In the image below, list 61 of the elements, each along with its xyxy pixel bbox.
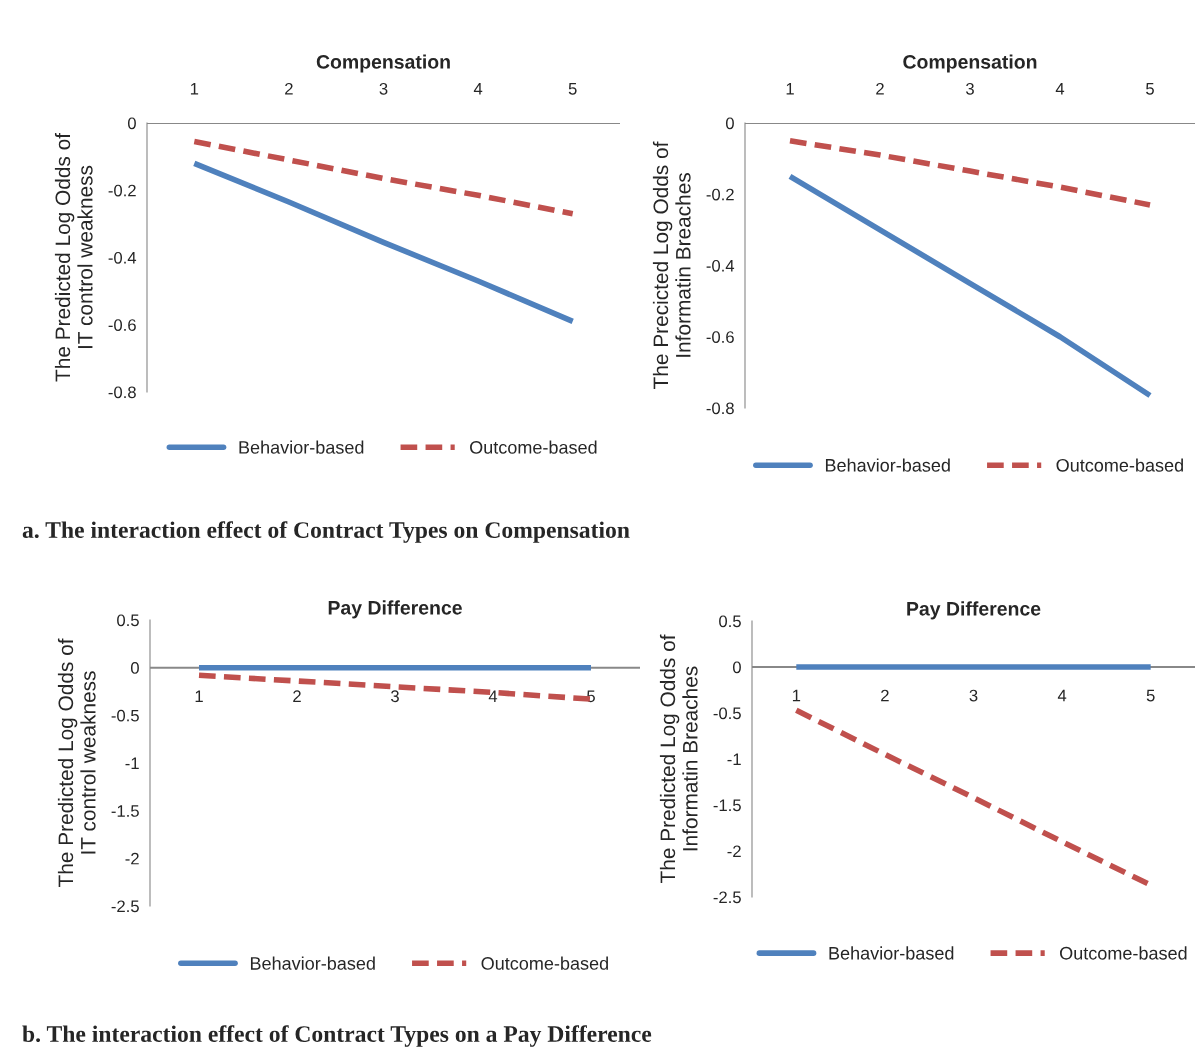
y-tick-label: -1	[125, 757, 139, 770]
y-tick-label: -1.5	[713, 799, 741, 812]
y-tick-label: -2.5	[111, 900, 139, 913]
x-tick-label: 1	[190, 83, 199, 95]
x-tick-label: 3	[969, 689, 978, 702]
legend-label: Outcome-based	[481, 956, 608, 970]
x-tick-label: 4	[1055, 83, 1065, 95]
y-tick-label: -0.6	[108, 319, 136, 331]
y-tick-label: 0.5	[117, 614, 139, 627]
y-tick-label: -2	[727, 845, 741, 858]
chart-title: Pay Difference	[907, 601, 1041, 620]
x-tick-label: 4	[473, 83, 483, 95]
y-tick-label: -0.8	[706, 402, 734, 415]
x-tick-label: 2	[876, 82, 884, 95]
y-tick-label: -0.2	[706, 188, 734, 201]
legend-label: Behavior-based	[250, 956, 375, 970]
y-tick-label: -0.4	[706, 259, 735, 272]
x-tick-label: 5	[568, 83, 577, 95]
y-tick-label: -1.5	[111, 805, 139, 817]
x-tick-label: 1	[195, 690, 203, 702]
y-axis-title: The Precicted Log Odds of Informatin Breaches	[652, 141, 691, 389]
x-axis-title: Compensation	[903, 54, 1037, 73]
y-tick-label: 0	[732, 661, 741, 674]
x-tick-label: 2	[881, 689, 889, 702]
y-tick-label: -0.8	[108, 386, 136, 399]
y-tick-label: 0.5	[719, 615, 741, 628]
y-tick-label: 0	[127, 117, 136, 130]
x-tick-label: 1	[786, 83, 794, 95]
x-tick-label: 2	[285, 82, 293, 95]
y-tick-label: 0	[130, 662, 139, 674]
x-tick-label: 5	[1146, 83, 1154, 95]
legend-label: Behavior-based	[829, 946, 954, 960]
text: a. The interaction effect of Contract Types on Compensation	[22, 521, 630, 543]
x-tick-label: 3	[391, 690, 399, 703]
chart-title: Pay Difference	[328, 600, 462, 619]
x-tick-label: 3	[379, 82, 388, 95]
x-axis-title: Compensation	[316, 54, 450, 73]
x-tick-label: 4	[1057, 689, 1067, 702]
y-axis-title: The Predicted Log Odds of IT control weakness	[57, 638, 96, 888]
y-tick-label: -0.4	[108, 251, 137, 264]
y-tick-label: -0.6	[706, 331, 734, 343]
x-tick-label: 2	[293, 690, 301, 702]
text: b. The interaction effect of Contract Types on a Pay Difference	[22, 1025, 652, 1047]
y-tick-label: -2	[125, 852, 139, 865]
y-tick-label: -2.5	[713, 891, 741, 904]
legend-label: Outcome-based	[1056, 458, 1183, 472]
x-tick-label: 1	[792, 689, 801, 702]
y-tick-label: 0	[725, 117, 734, 130]
legend-label: Behavior-based	[825, 458, 950, 472]
y-tick-label: -0.2	[108, 184, 136, 197]
y-axis-title: The Predicted Log Odds of IT control weakness	[54, 132, 93, 382]
x-tick-label: 5	[1146, 689, 1155, 702]
y-axis-title: The Predicted Log Odds of Informatin Breaches	[659, 634, 698, 884]
legend-label: Outcome-based	[470, 440, 597, 454]
legend-label: Outcome-based	[1060, 946, 1187, 960]
y-tick-label: -0.5	[713, 707, 741, 720]
x-tick-label: 4	[488, 690, 498, 702]
y-tick-label: -0.5	[111, 709, 139, 722]
legend-label: Behavior-based	[239, 440, 364, 454]
y-tick-label: -1	[727, 753, 741, 766]
x-tick-label: 3	[966, 82, 974, 95]
